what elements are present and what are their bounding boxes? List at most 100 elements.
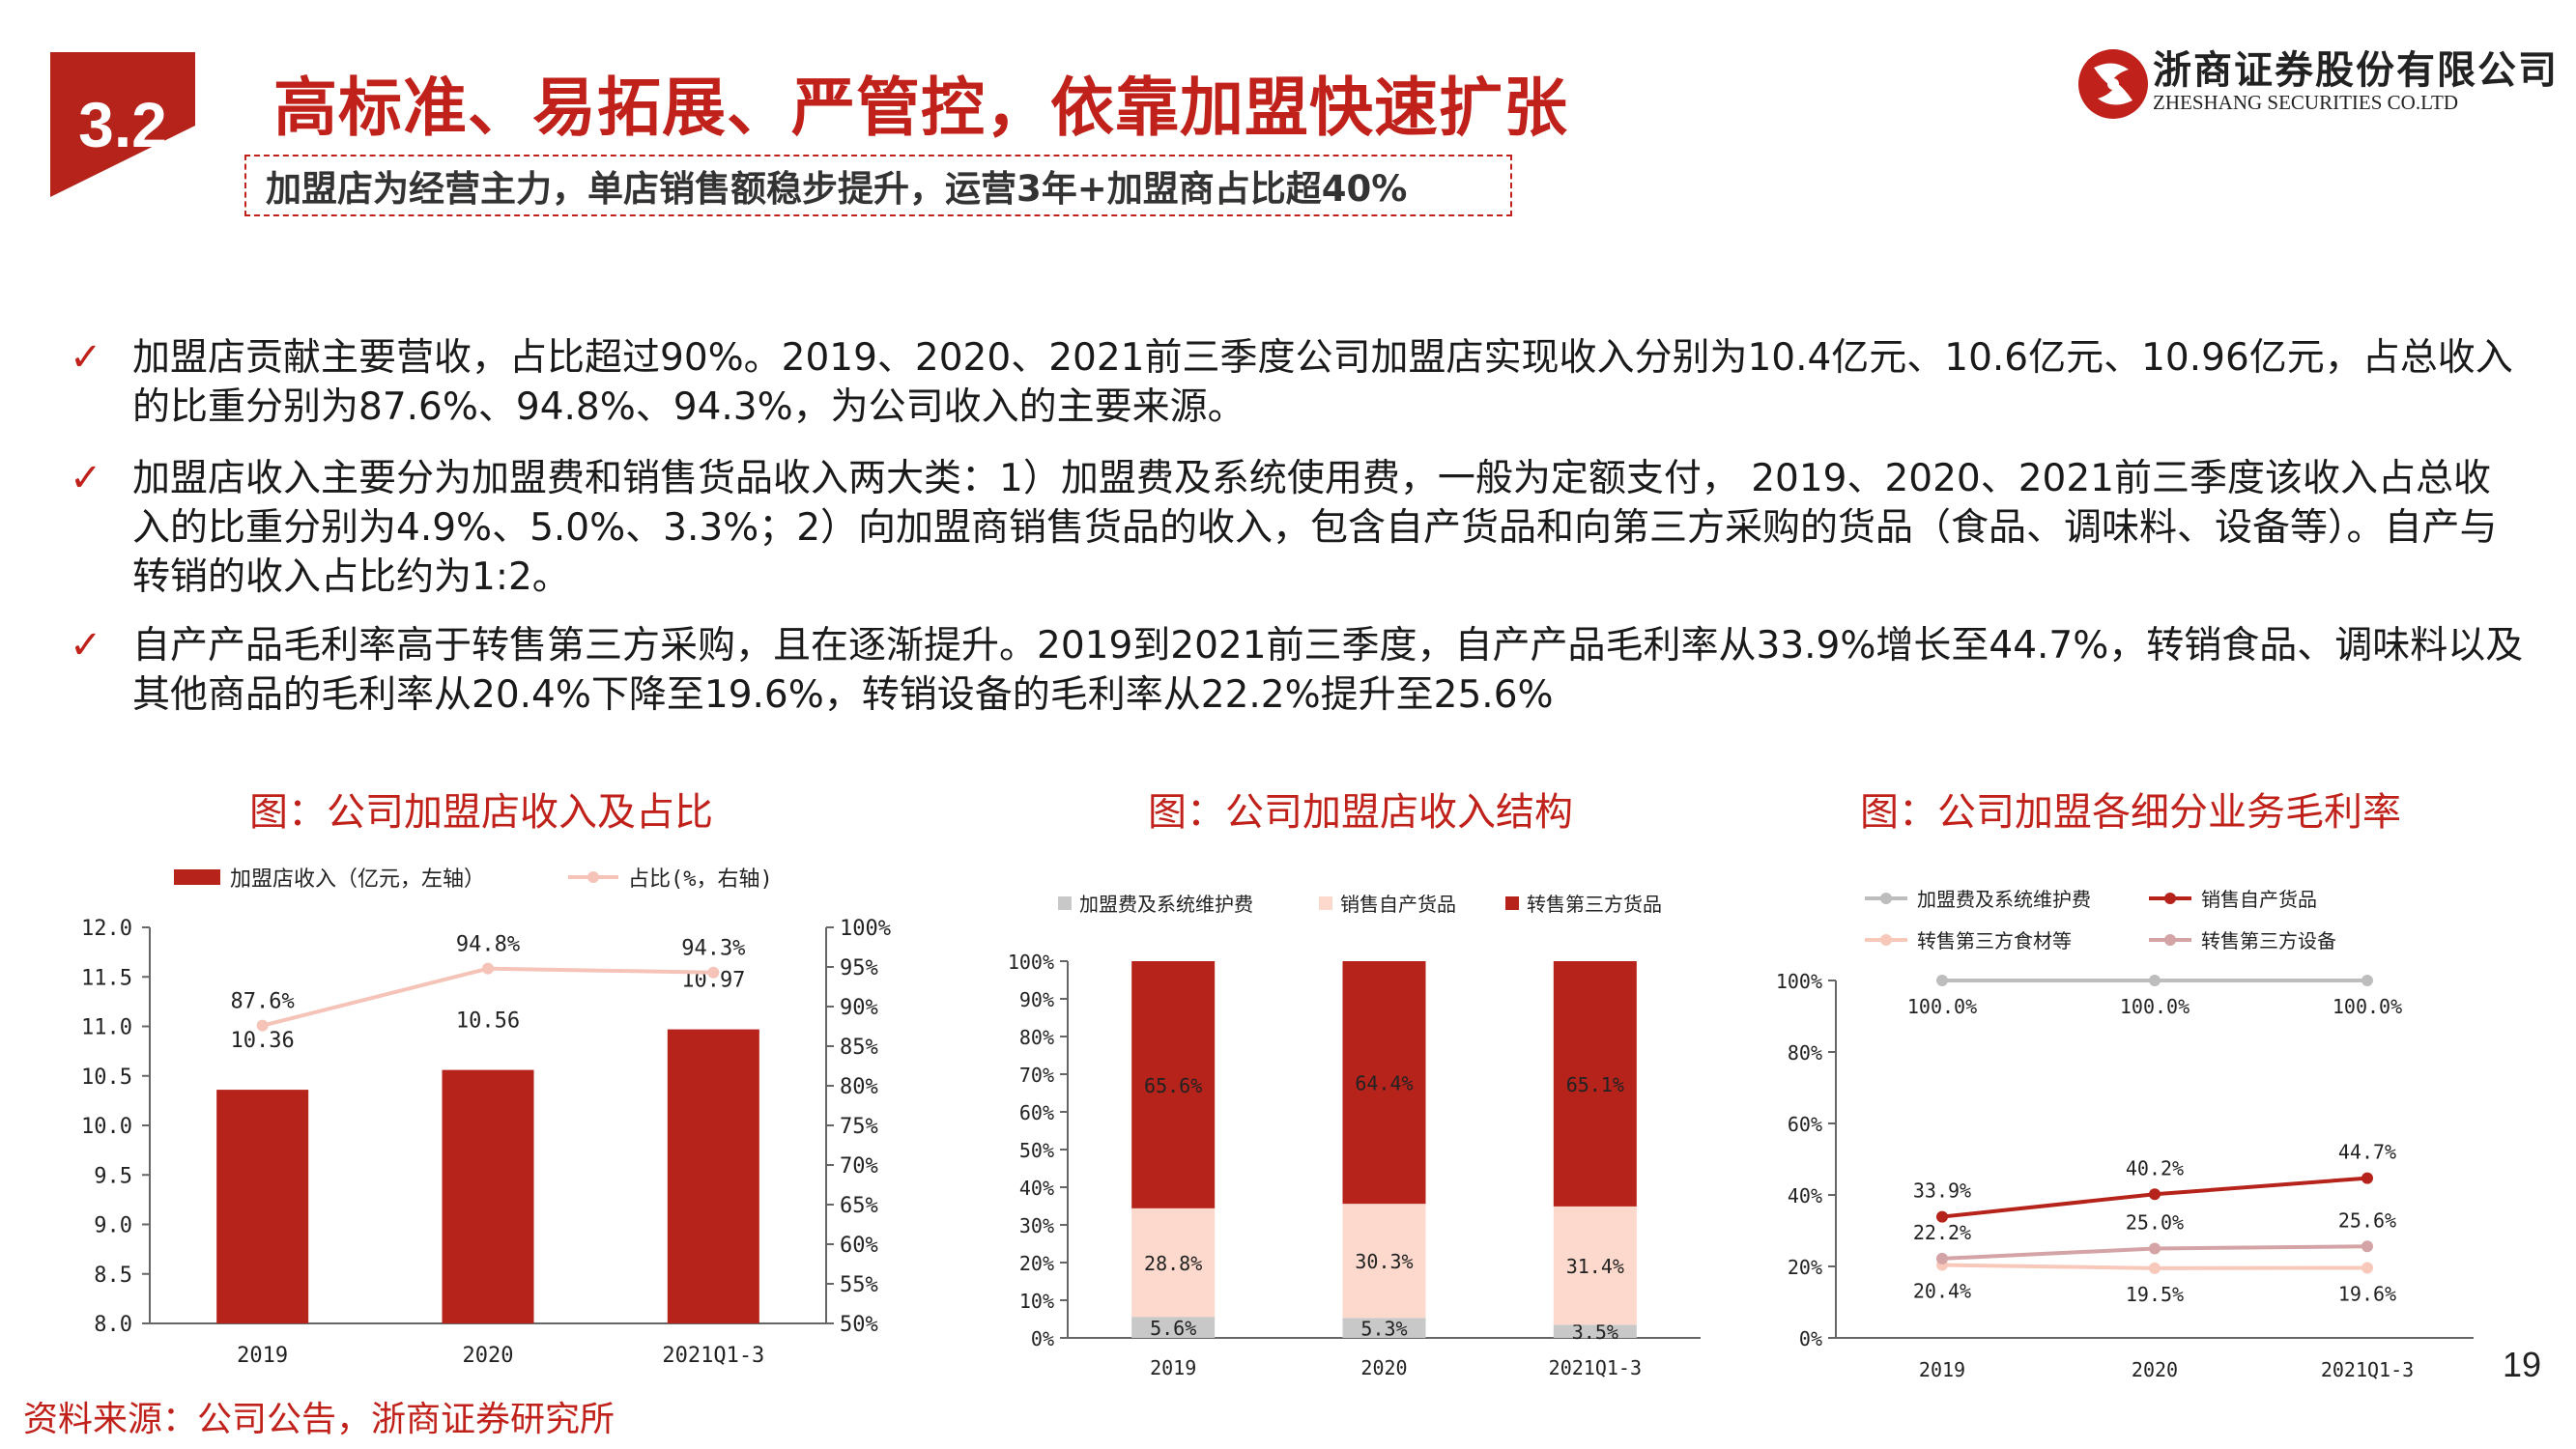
- point-label: 33.9%: [1913, 1179, 1971, 1203]
- line-value-label: 94.8%: [456, 933, 520, 957]
- y2-tick-label: 60%: [840, 1234, 878, 1258]
- point-label: 25.0%: [2126, 1211, 2184, 1235]
- legend-label: 加盟店收入（亿元，左轴）: [230, 867, 485, 892]
- y2-tick-label: 55%: [840, 1273, 878, 1297]
- y-tick-label: 100%: [1008, 951, 1054, 974]
- point-label: 20.4%: [1913, 1280, 1971, 1303]
- x-tick-label: 2019: [1919, 1358, 1965, 1381]
- y-tick-label: 8.0: [94, 1313, 132, 1337]
- subtitle-box: 加盟店为经营主力，单店销售额稳步提升，运营3年+加盟商占比超40%: [244, 155, 1512, 216]
- y2-tick-label: 95%: [840, 956, 878, 980]
- y2-tick-label: 90%: [840, 996, 878, 1020]
- line-point: [1936, 1252, 1948, 1264]
- subtitle-text: 加盟店为经营主力，单店销售额稳步提升，运营3年+加盟商占比超40%: [266, 168, 1408, 210]
- line-value-label: 87.6%: [231, 990, 295, 1014]
- stack-segment: [1131, 961, 1216, 1208]
- y2-tick-label: 50%: [840, 1313, 878, 1337]
- y2-tick-label: 65%: [840, 1194, 878, 1218]
- y-tick-label: 60%: [1788, 1113, 1822, 1136]
- logo-company-name: 浙商证券股份有限公司: [2153, 48, 2559, 93]
- point-label: 44.7%: [2338, 1141, 2396, 1164]
- y-tick-label: 9.5: [94, 1164, 132, 1188]
- chart-title-margin: 图：公司加盟各细分业务毛利率: [1860, 790, 2401, 835]
- legend-swatch: [1505, 896, 1519, 910]
- point-label: 100.0%: [2333, 995, 2402, 1018]
- legend-label: 转售第三方货品: [1527, 893, 1662, 916]
- check-icon: ✓: [70, 456, 102, 500]
- y-tick-label: 80%: [1019, 1026, 1054, 1049]
- line-point: [2149, 1262, 2161, 1274]
- point-label: 100.0%: [2120, 995, 2190, 1018]
- y-tick-label: 30%: [1019, 1214, 1054, 1237]
- section-badge-fold: [50, 126, 195, 197]
- stack-segment: [1131, 1317, 1216, 1338]
- stack-segment: [1342, 1318, 1426, 1338]
- check-icon: ✓: [70, 623, 102, 668]
- point-label: 19.6%: [2338, 1282, 2396, 1305]
- segment-label: 5.3%: [1360, 1318, 1407, 1341]
- point-label: 22.2%: [1913, 1221, 1971, 1244]
- line-point: [256, 1019, 269, 1032]
- stack-segment: [1131, 1208, 1216, 1318]
- y2-tick-label: 80%: [840, 1075, 878, 1099]
- y-tick-label: 80%: [1788, 1041, 1822, 1065]
- legend-label: 加盟费及系统维护费: [1079, 893, 1253, 916]
- y2-tick-label: 70%: [840, 1154, 878, 1179]
- legend-label: 占比(%，右轴): [628, 867, 773, 892]
- logo-company-name-en: ZHESHANG SECURITIES CO.LTD: [2153, 91, 2458, 114]
- bullet-text: 加盟店收入主要分为加盟费和销售货品收入两大类：1）加盟费及系统使用费，一般为定额…: [132, 457, 2498, 599]
- stack-segment: [1342, 961, 1426, 1205]
- line-value-label: 94.3%: [681, 937, 745, 961]
- bar: [216, 1090, 309, 1323]
- check-icon: ✓: [70, 335, 102, 380]
- chart-margin: 0% 20% 40% 60% 80% 100% 2019 2020 2021Q1-3 100.0%…: [1776, 888, 2474, 1381]
- segment-label: 65.6%: [1144, 1074, 1202, 1097]
- point-label: 100.0%: [1907, 995, 1977, 1018]
- x-tick-label: 2020: [2132, 1358, 2178, 1381]
- chart-revenue: 8.0 8.5 9.0 9.5 10.0 10.5 11.0 11.5 12.0 50% 55% 60…: [81, 867, 891, 1368]
- bar: [667, 1029, 759, 1323]
- y-tick-label: 11.5: [81, 966, 132, 990]
- bullet-text: 自产产品毛利率高于转售第三方采购，且在逐渐提升。2019到2021前三季度，自产…: [132, 624, 2524, 717]
- y-tick-label: 100%: [1776, 970, 1822, 993]
- y-tick-label: 70%: [1019, 1064, 1054, 1087]
- x-tick-label: 2020: [1360, 1356, 1407, 1379]
- bullet-1: ✓ 加盟店贡献主要营收，占比超过90%。2019、2020、2021前三季度公司…: [70, 333, 2524, 432]
- x-tick-label: 2021Q1-3: [1549, 1356, 1642, 1379]
- line-point: [1936, 1210, 1948, 1223]
- legend-swatch: [1058, 896, 1072, 910]
- legend-swatch-dot: [2164, 893, 2176, 904]
- line-point: [707, 966, 720, 979]
- page-number: 19: [2503, 1345, 2542, 1384]
- line-point: [2361, 1172, 2373, 1184]
- x-tick-label: 2021Q1-3: [2321, 1358, 2414, 1381]
- legend-label: 销售自产货品: [1340, 893, 1456, 916]
- y-tick-label: 8.5: [94, 1264, 132, 1288]
- legend-label: 销售自产货品: [2201, 888, 2317, 911]
- y-tick-label: 60%: [1019, 1101, 1054, 1124]
- stack-segment: [1553, 1324, 1637, 1338]
- y2-tick-label: 100%: [840, 917, 891, 941]
- segment-label: 5.6%: [1150, 1317, 1196, 1340]
- y-tick-label: 40%: [1788, 1184, 1822, 1208]
- y2-tick-label: 75%: [840, 1115, 878, 1139]
- stack-segment: [1553, 961, 1637, 1207]
- bar-value-label: 10.36: [231, 1029, 295, 1053]
- y2-tick-label: 85%: [840, 1036, 878, 1060]
- bullet-2: ✓ 加盟店收入主要分为加盟费和销售货品收入两大类：1）加盟费及系统使用费，一般为…: [70, 454, 2524, 602]
- line-point: [2361, 975, 2373, 986]
- legend-label: 转售第三方食材等: [1917, 929, 2072, 952]
- stack-segment: [1553, 1206, 1637, 1325]
- company-logo: [2078, 49, 2148, 119]
- y-tick-label: 0%: [1031, 1327, 1054, 1350]
- x-tick-label: 2019: [1150, 1356, 1196, 1379]
- x-tick-label: 2020: [463, 1344, 514, 1368]
- y-tick-label: 12.0: [81, 917, 132, 941]
- y-tick-label: 10.0: [81, 1115, 132, 1139]
- bullet-text: 加盟店贡献主要营收，占比超过90%。2019、2020、2021前三季度公司加盟…: [132, 336, 2513, 429]
- line-point: [1936, 975, 1948, 986]
- legend-label: 加盟费及系统维护费: [1917, 888, 2091, 911]
- legend-swatch: [1319, 896, 1332, 910]
- point-label: 40.2%: [2126, 1156, 2184, 1179]
- stack-segment: [1342, 1204, 1426, 1319]
